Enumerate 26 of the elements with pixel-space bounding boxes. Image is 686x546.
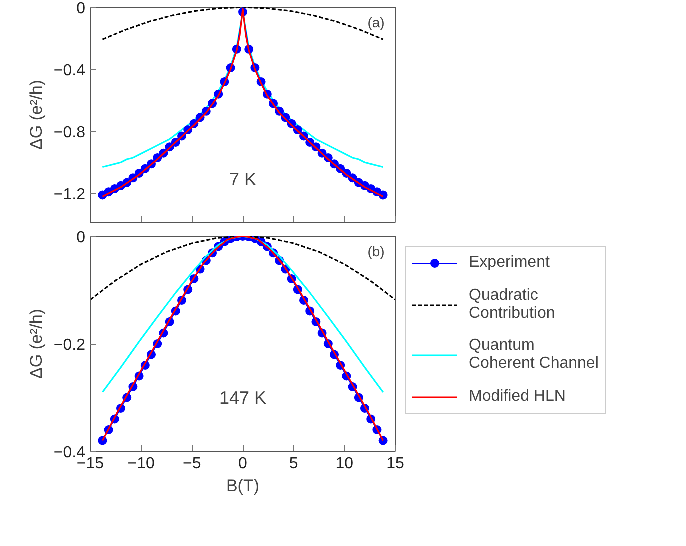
y-tick-label: 0 — [76, 230, 86, 246]
line-series — [102, 236, 384, 394]
y-axis-title: ΔG (e²/h) — [26, 80, 46, 150]
x-axis-title: B(T) — [226, 476, 260, 496]
annotation: (a) — [368, 14, 385, 31]
legend-label: Modified HLN — [469, 388, 566, 406]
line-series — [90, 236, 396, 301]
annotation: 7 K — [229, 170, 257, 190]
y-tick-label: −0.4 — [54, 62, 86, 80]
y-axis-title: ΔG (e²/h) — [26, 309, 46, 379]
x-tick-label: 10 — [336, 456, 354, 472]
x-tick-label: −10 — [128, 456, 156, 472]
x-tick-label: 5 — [289, 456, 298, 472]
annotation: (b) — [368, 244, 385, 260]
legend-label: Quadratic Contribution — [469, 287, 556, 323]
x-tick-label: 0 — [238, 456, 248, 472]
y-tick-label: −0.8 — [54, 124, 86, 142]
legend-label: Experiment — [469, 254, 550, 272]
y-tick-label: 0 — [76, 0, 86, 18]
line-series — [102, 8, 384, 40]
x-tick-label: 15 — [386, 456, 404, 472]
legend-label: Quantum Coherent Channel — [469, 337, 599, 373]
x-tick-label: −5 — [183, 456, 202, 472]
annotation: 147 K — [219, 388, 267, 408]
y-tick-label: −0.2 — [54, 337, 86, 354]
y-tick-label: −1.2 — [54, 186, 86, 204]
